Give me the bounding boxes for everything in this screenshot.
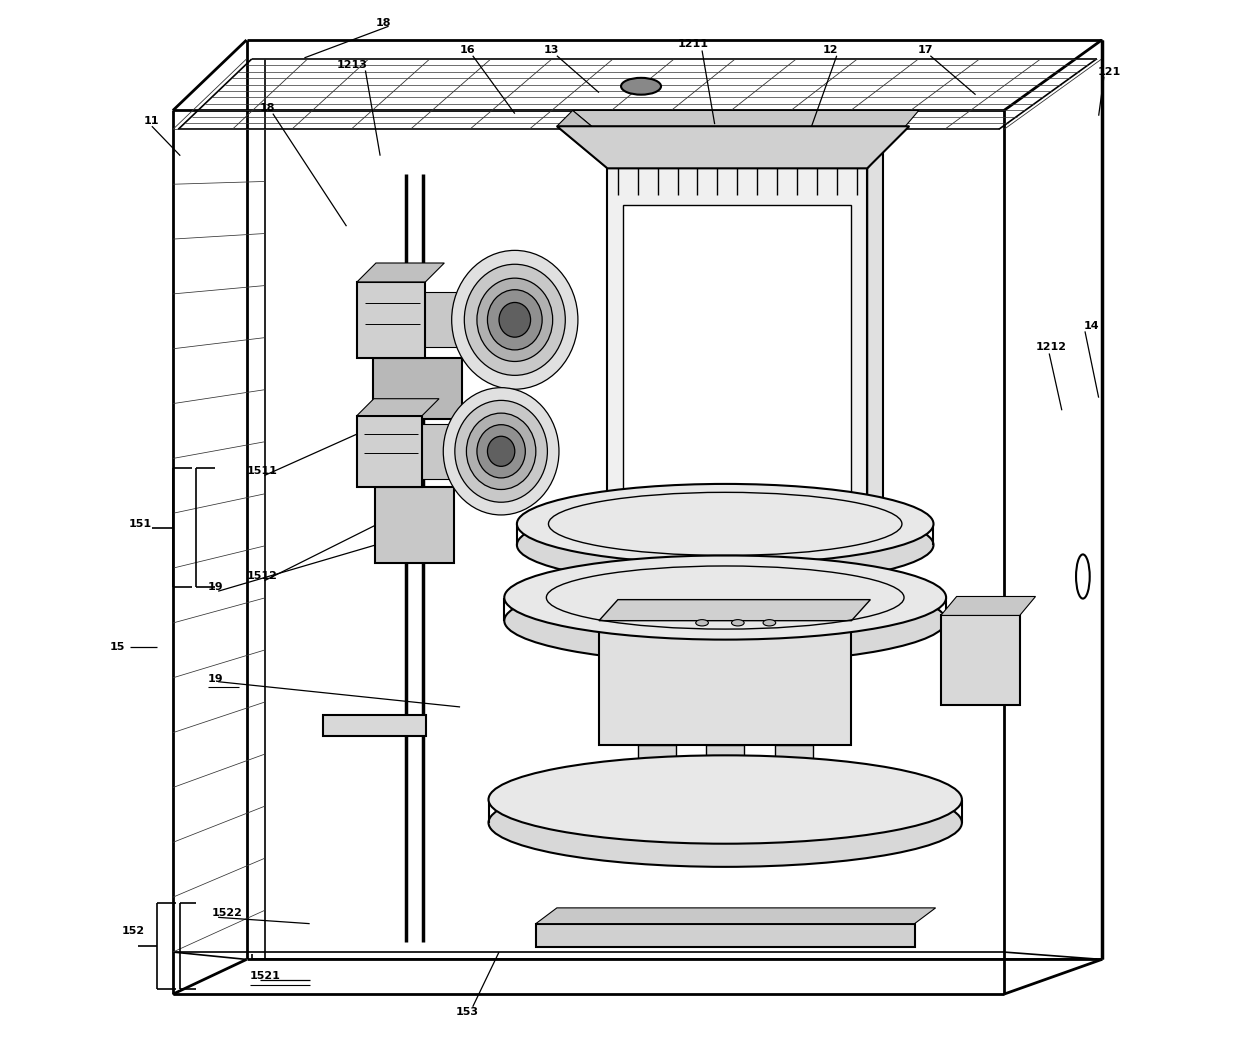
Polygon shape (557, 110, 624, 168)
Ellipse shape (732, 620, 744, 626)
Text: 1511: 1511 (247, 466, 278, 477)
Bar (608, 168, 867, 515)
Text: 14: 14 (1084, 321, 1099, 331)
Text: 1213: 1213 (336, 60, 367, 70)
Text: 13: 13 (544, 45, 559, 56)
Polygon shape (357, 263, 444, 282)
Bar (941, 615, 1019, 705)
Ellipse shape (451, 250, 578, 389)
Ellipse shape (489, 778, 962, 867)
Bar (425, 292, 515, 347)
Text: 1211: 1211 (678, 39, 709, 49)
Text: 153: 153 (456, 1007, 479, 1017)
Polygon shape (557, 126, 909, 168)
Bar (707, 745, 744, 800)
Bar (599, 621, 852, 745)
Text: 16: 16 (460, 45, 475, 56)
Text: 11: 11 (144, 116, 160, 126)
Ellipse shape (487, 289, 542, 350)
Ellipse shape (464, 264, 565, 376)
Polygon shape (573, 110, 919, 153)
Bar (324, 715, 427, 736)
Polygon shape (536, 908, 936, 924)
Text: 15: 15 (109, 642, 125, 652)
Ellipse shape (1076, 554, 1090, 599)
Text: 1512: 1512 (247, 571, 278, 582)
Ellipse shape (505, 555, 946, 640)
Ellipse shape (477, 425, 526, 478)
Ellipse shape (443, 388, 559, 515)
Text: 19: 19 (207, 582, 223, 592)
Text: 1522: 1522 (212, 908, 243, 918)
Text: 152: 152 (122, 926, 145, 936)
Text: 18: 18 (260, 103, 275, 114)
Polygon shape (867, 149, 883, 515)
Ellipse shape (517, 505, 934, 585)
Bar (357, 282, 425, 358)
Text: 17: 17 (918, 45, 932, 56)
Text: 1212: 1212 (1035, 342, 1066, 352)
Bar (357, 416, 423, 487)
Ellipse shape (505, 579, 946, 663)
Polygon shape (608, 149, 883, 168)
Ellipse shape (455, 401, 547, 502)
Bar (637, 745, 676, 800)
Bar (374, 487, 454, 563)
Bar (624, 205, 852, 500)
Bar (373, 358, 463, 419)
Ellipse shape (489, 755, 962, 844)
Ellipse shape (696, 620, 708, 626)
Text: 18: 18 (376, 18, 391, 28)
Ellipse shape (763, 620, 776, 626)
Text: 12: 12 (822, 45, 838, 56)
Bar (775, 745, 812, 800)
Ellipse shape (498, 303, 531, 337)
Polygon shape (357, 399, 439, 416)
Bar (536, 924, 915, 947)
Bar (697, 545, 754, 598)
Text: 1521: 1521 (249, 971, 280, 982)
Text: 19: 19 (207, 673, 223, 684)
Ellipse shape (487, 437, 515, 466)
Ellipse shape (517, 484, 934, 564)
Ellipse shape (621, 78, 661, 95)
Text: 121: 121 (1097, 66, 1121, 77)
Ellipse shape (466, 413, 536, 489)
Bar (423, 424, 501, 479)
Polygon shape (599, 600, 870, 621)
Text: 151: 151 (129, 519, 151, 529)
Polygon shape (941, 596, 1035, 615)
Ellipse shape (477, 278, 553, 362)
